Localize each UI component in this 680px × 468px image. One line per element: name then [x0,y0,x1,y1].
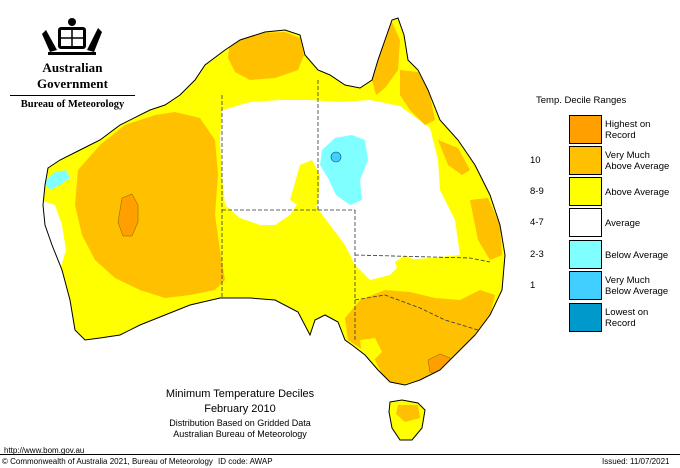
legend-item-value: 8-9 [530,186,544,197]
state-borders [221,80,491,340]
region-below-average-central [320,135,368,205]
legend-item-label: Very Much Above Average [605,150,670,172]
region-below-average-wa [44,170,70,190]
legend-item-label: Below Average [605,249,669,261]
region-very-much-above-west [75,112,225,298]
legend-item-value [530,303,562,333]
id-code: ID code: AWAP [218,457,273,466]
legend-item-value [530,115,562,145]
legend-swatch [569,146,602,175]
tasmania [388,399,426,441]
legend-swatch [569,177,602,206]
map-agency: Australian Bureau of Meteorology [173,429,307,439]
logo-divider [10,95,135,96]
map-period: February 2010 [204,403,276,415]
region-very-much-below-central [330,151,342,163]
legend-item: Highest on Record [522,115,680,145]
region-highest-record-wa [117,193,139,237]
bureau-name: Bureau of Meteorology [20,99,125,110]
legend-item-value: 1 [530,280,536,291]
region-average-west-coast [43,200,66,270]
footer-bar: © Commonwealth of Australia 2021, Bureau… [0,454,680,468]
website-url[interactable]: http://www.bom.gov.au [4,446,85,455]
legend-item-value: 2-3 [530,249,544,260]
legend-item-value: 10 [530,155,541,166]
issued-date: Issued: 11/07/2021 [602,457,670,466]
region-very-much-above-north [228,32,304,80]
legend-item: 1 Very Much Below Average [522,271,680,301]
legend-swatch [569,115,602,144]
map-basis: Distribution Based on Gridded Data [169,418,311,428]
legend-item-label: Highest on Record [605,119,651,141]
legend-swatch [569,240,602,269]
legend-title: Temp. Decile Ranges [536,95,627,106]
government-logo: Australian Government Bureau of Meteorol… [10,10,135,110]
map-titles: Minimum Temperature Deciles February 201… [140,388,340,439]
legend-swatch [569,271,602,300]
legend-item-label: Above Average [605,186,670,198]
legend-item-label: Lowest on Record [605,307,649,329]
mainland-australia [42,17,506,386]
coat-of-arms-icon [42,18,102,55]
legend-item-value: 4-7 [530,217,544,228]
legend-swatch [569,303,602,332]
legend-item: 10 Very Much Above Average [522,146,680,176]
map-title: Minimum Temperature Deciles [165,388,315,400]
legend-item-label: Very Much Below Average [605,275,669,297]
legend-item-label: Average [605,217,641,229]
legend-item: 8-9 Above Average [522,177,680,207]
legend-swatch [569,208,602,237]
government-name: Australian Government [36,60,109,91]
legend-item: 2-3 Below Average [522,240,680,270]
legend-item: 4-7 Average [522,208,680,238]
region-very-much-above-southeast [345,290,495,385]
copyright-text: © Commonwealth of Australia 2021, Bureau… [2,457,213,466]
legend-item: Lowest on Record [522,303,680,333]
